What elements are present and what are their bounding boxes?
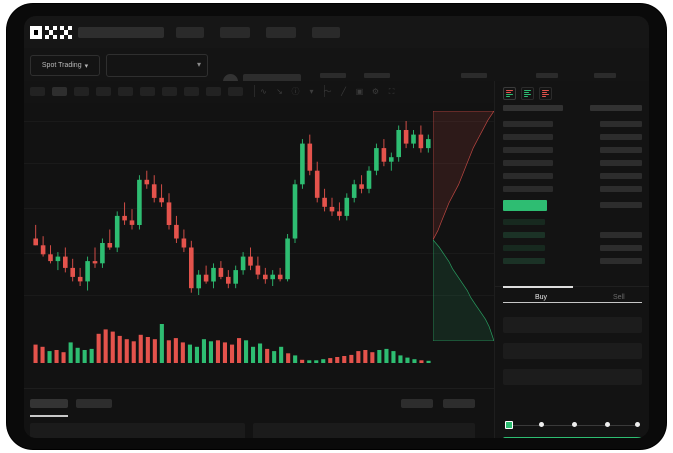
bottom-panel-left <box>30 423 245 438</box>
depth-chart <box>433 111 494 341</box>
orderbook-bid-size <box>600 232 642 238</box>
okx-logo-icon[interactable] <box>30 26 72 39</box>
orderbook-ask-size <box>600 173 642 179</box>
timeframe-chip-5[interactable] <box>118 87 133 96</box>
orderbook-ask-row[interactable] <box>503 160 553 166</box>
trend-down-icon[interactable]: ↘ <box>276 87 283 96</box>
orderbook-ask-row[interactable] <box>503 134 553 140</box>
toolbar-divider <box>324 85 325 97</box>
bottom-tab-2[interactable] <box>76 399 112 408</box>
timeframe-chip-9[interactable] <box>206 87 221 96</box>
indicator-icon[interactable]: ⓘ <box>291 87 300 96</box>
order-field-2[interactable] <box>503 343 642 359</box>
amount-slider[interactable] <box>505 420 640 430</box>
bottom-panel <box>24 388 494 438</box>
device-frame: Spot Trading ▾ ▾ ∿ ↘ ⓘ ▾ 〜 ╱ ▣ ⚙ ⛶ <box>7 4 666 449</box>
orderbook-ask-size <box>600 121 642 127</box>
toolbar-divider <box>254 85 255 97</box>
bottom-tab-1[interactable] <box>30 399 68 408</box>
slider-handle[interactable] <box>505 421 513 429</box>
slider-step-100[interactable] <box>635 422 640 427</box>
orderbook-last-size <box>600 202 642 208</box>
app-screen: Spot Trading ▾ ▾ ∿ ↘ ⓘ ▾ 〜 ╱ ▣ ⚙ ⛶ <box>24 16 649 438</box>
orderbook-ask-size <box>600 134 642 140</box>
bottom-panel-right <box>253 423 475 438</box>
orderbook-view-both-icon[interactable] <box>503 87 516 100</box>
slider-step-25[interactable] <box>539 422 544 427</box>
volume-series <box>33 324 431 363</box>
orderbook-bid-size <box>600 245 642 251</box>
bottom-action-2[interactable] <box>443 399 475 408</box>
price-chart[interactable] <box>24 103 494 388</box>
fullscreen-icon[interactable]: ⛶ <box>388 86 395 96</box>
line-chart-icon[interactable]: ∿ <box>260 87 267 96</box>
pair-select[interactable]: ▾ <box>106 54 208 77</box>
orderbook-ask-row[interactable] <box>503 147 553 153</box>
orderbook-ask-size <box>600 160 642 166</box>
tab-sell[interactable]: Sell <box>613 294 625 301</box>
timeframe-chip-10[interactable] <box>228 87 243 96</box>
orderbook-bid-row[interactable] <box>503 245 545 251</box>
slider-step-50[interactable] <box>572 422 577 427</box>
global-search-input[interactable] <box>78 27 164 38</box>
chart-toolbar: ∿ ↘ ⓘ ▾ 〜 ╱ ▣ ⚙ ⛶ <box>24 81 494 104</box>
wave-icon[interactable]: 〜 <box>323 87 332 96</box>
orderbook-ask-row[interactable] <box>503 121 553 127</box>
trade-sidebar: Buy Sell <box>494 81 649 438</box>
orderbook-view-asks-icon[interactable] <box>539 87 552 100</box>
timeframe-chip-3[interactable] <box>74 87 89 96</box>
timeframe-chip-2[interactable] <box>52 87 67 96</box>
orderbook-last-price <box>503 200 547 211</box>
buy-tab-active-underline <box>503 286 573 288</box>
nav-item-2[interactable] <box>220 27 250 38</box>
submit-buy-button[interactable] <box>503 437 642 438</box>
orderbook-ask-size <box>600 186 642 192</box>
orderbook-ask-size <box>600 147 642 153</box>
slider-step-75[interactable] <box>605 422 610 427</box>
spot-trading-label: Spot Trading <box>41 62 82 69</box>
chevron-down-icon: ▾ <box>196 60 201 69</box>
ruler-icon[interactable]: ╱ <box>341 87 346 96</box>
orderbook-header-price <box>503 105 563 111</box>
orderbook-header-size <box>590 105 642 111</box>
nav-item-3[interactable] <box>266 27 296 38</box>
tab-buy[interactable]: Buy <box>535 294 548 301</box>
order-field-3[interactable] <box>503 369 642 385</box>
top-navigation-bar <box>24 16 649 48</box>
orderbook-ask-row[interactable] <box>503 173 553 179</box>
orderbook-bid-size <box>600 258 642 264</box>
timeframe-chip-6[interactable] <box>140 87 155 96</box>
order-form-tabs: Buy Sell <box>495 286 649 311</box>
orderbook-bid-row[interactable] <box>503 219 545 225</box>
timeframe-chip-7[interactable] <box>162 87 177 96</box>
orderbook-bid-row[interactable] <box>503 258 545 264</box>
spot-trading-dropdown[interactable]: Spot Trading ▾ <box>30 55 100 76</box>
settings-icon[interactable]: ⚙ <box>371 87 380 96</box>
camera-icon[interactable]: ▣ <box>355 87 364 96</box>
orderbook-divider <box>503 302 642 303</box>
bottom-action-1[interactable] <box>401 399 433 408</box>
timeframe-chip-4[interactable] <box>96 87 111 96</box>
candlestick-series <box>33 121 431 295</box>
timeframe-chip-8[interactable] <box>184 87 199 96</box>
bottom-tab-active-underline <box>30 415 68 417</box>
timeframe-chip-1[interactable] <box>30 87 45 96</box>
order-field-1[interactable] <box>503 317 642 333</box>
nav-item-4[interactable] <box>312 27 340 38</box>
nav-item-1[interactable] <box>176 27 204 38</box>
orderbook-bid-row[interactable] <box>503 232 545 238</box>
chevron-down-icon: ▾ <box>84 62 89 70</box>
orderbook-view-bids-icon[interactable] <box>521 87 534 100</box>
order-book[interactable] <box>495 105 649 307</box>
chevron-down-icon[interactable]: ▾ <box>309 87 314 96</box>
orderbook-ask-row[interactable] <box>503 186 553 192</box>
